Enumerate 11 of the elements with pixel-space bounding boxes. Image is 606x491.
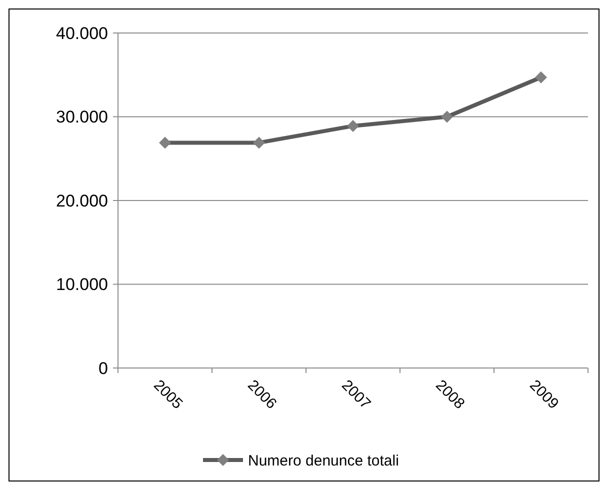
y-tick-label: 0 (98, 358, 108, 378)
point (253, 136, 265, 149)
point (441, 110, 453, 123)
y-tick-label: 20.000 (56, 191, 108, 210)
point (347, 120, 359, 132)
point (159, 136, 171, 149)
y-tick-label: 10.000 (56, 275, 108, 294)
y-tick-label: 30.000 (56, 108, 108, 127)
legend-label: Numero denunce totali (248, 452, 399, 470)
y-tick-label: 40.000 (56, 24, 108, 43)
point (535, 71, 547, 84)
